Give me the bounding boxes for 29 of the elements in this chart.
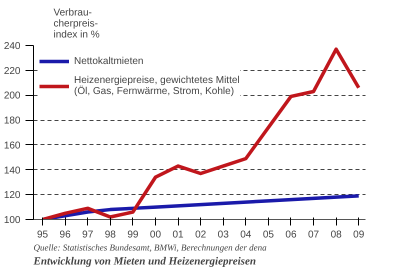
text: Entwicklung von Mieten und Heizenergiepreisen	[32, 256, 256, 268]
line-series	[40, 47, 360, 220]
x-tick-label: 99	[127, 230, 139, 240]
legend-label: Heizenergiepreise, gewichtetes Mittel (Öl, Gas, Fernwärme, Strom, Kohle)	[74, 75, 240, 97]
y-axis-title: Verbrau- cherpreis- index in %	[54, 8, 100, 40]
x-tick-label: 01	[172, 230, 184, 240]
y-tick-label: 140	[4, 165, 21, 176]
x-tick-label: 08	[330, 230, 342, 240]
y-tick-label: 240	[4, 41, 21, 52]
y-tick-label: 160	[4, 140, 21, 152]
x-tick-label: 04	[240, 230, 252, 240]
y-tick-label: 180	[4, 116, 21, 127]
y-tick-label: 100	[4, 215, 21, 226]
y-tick-label: 200	[4, 90, 21, 102]
x-tick-label: 98	[104, 230, 116, 240]
x-tick-label: 09	[353, 230, 365, 240]
y-tick-label: 220	[4, 66, 21, 77]
x-tick-label: 02	[195, 230, 207, 240]
x-tick-label: 07	[308, 230, 320, 240]
x-tick-label: 03	[218, 230, 230, 240]
x-tick-label: 95	[36, 230, 49, 240]
x-tick-label: 96	[60, 230, 72, 240]
legend-label: Nettokaltmieten	[74, 55, 144, 67]
x-tick-label: 97	[82, 230, 94, 240]
x-tick-label: 00	[150, 230, 162, 240]
x-tick-label: 05	[262, 230, 274, 240]
y-tick-label: 120	[4, 190, 21, 202]
x-tick-label: 06	[285, 230, 297, 240]
source-note: Quelle: Statistisches Bundesamt, BMWi, Berechnungen der dena	[34, 242, 268, 252]
